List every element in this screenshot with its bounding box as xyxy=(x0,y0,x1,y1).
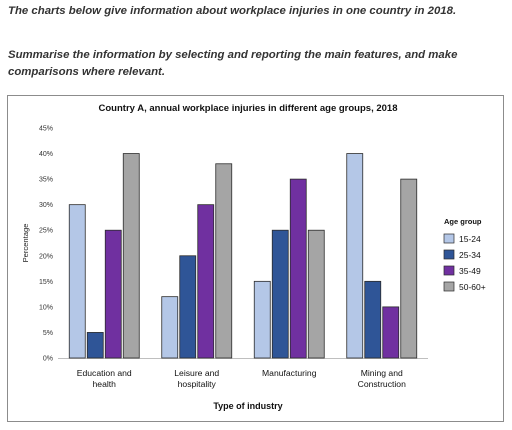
category-label: Leisure and xyxy=(174,368,219,378)
bar-50-60-0 xyxy=(122,153,140,359)
task-intro: The charts below give information about … xyxy=(8,5,457,17)
bar-50-60-2 xyxy=(307,229,325,359)
bar-15-24-0 xyxy=(68,204,86,359)
y-tick-label: 30% xyxy=(39,202,53,209)
y-tick-label: 35% xyxy=(39,177,53,184)
y-tick-label: 45% xyxy=(39,126,53,133)
chart-title: Country A, annual workplace injuries in … xyxy=(99,103,398,114)
y-axis-title: Percentage xyxy=(21,224,30,263)
chart-frame: Country A, annual workplace injuries in … xyxy=(7,95,504,422)
legend-swatch xyxy=(443,265,455,276)
bar-25-34-3 xyxy=(364,280,382,359)
bar-35-49-0 xyxy=(104,229,122,359)
y-tick-label: 10% xyxy=(39,304,53,311)
x-axis-title: Type of industry xyxy=(213,401,282,411)
y-tick-label: 15% xyxy=(39,279,53,286)
bar-15-24-1 xyxy=(161,296,179,359)
category-label: Manufacturing xyxy=(262,368,317,378)
bar-25-34-0 xyxy=(86,332,104,359)
y-tick-label: 20% xyxy=(39,253,53,260)
category-label: Mining and xyxy=(361,368,403,378)
bar-35-49-3 xyxy=(382,306,400,359)
y-tick-label: 0% xyxy=(43,356,53,363)
category-label: hospitality xyxy=(178,379,217,389)
bar-15-24-2 xyxy=(253,280,271,359)
bar-25-34-1 xyxy=(179,255,197,359)
category-label: health xyxy=(93,379,117,389)
task-instructions: Summarise the information by selecting a… xyxy=(8,49,458,78)
legend-title: Age group xyxy=(444,217,482,226)
bar-50-60-3 xyxy=(400,178,418,359)
legend-label: 50-60+ xyxy=(459,282,486,292)
legend-swatch xyxy=(443,233,455,244)
category-label: Construction xyxy=(358,379,406,389)
y-tick-label: 25% xyxy=(39,228,53,235)
bar-chart: Country A, annual workplace injuries in … xyxy=(21,103,486,411)
legend-swatch xyxy=(443,249,455,260)
y-tick-label: 40% xyxy=(39,151,53,158)
y-tick-label: 5% xyxy=(43,330,53,337)
bar-25-34-2 xyxy=(271,229,289,359)
bar-15-24-3 xyxy=(346,153,364,359)
legend-label: 15-24 xyxy=(459,234,481,244)
bar-35-49-2 xyxy=(289,178,307,359)
category-label: Education and xyxy=(77,368,132,378)
bar-50-60-1 xyxy=(215,163,233,359)
legend-label: 25-34 xyxy=(459,250,481,260)
bar-35-49-1 xyxy=(197,204,215,359)
legend-label: 35-49 xyxy=(459,266,481,276)
legend-swatch xyxy=(443,281,455,292)
